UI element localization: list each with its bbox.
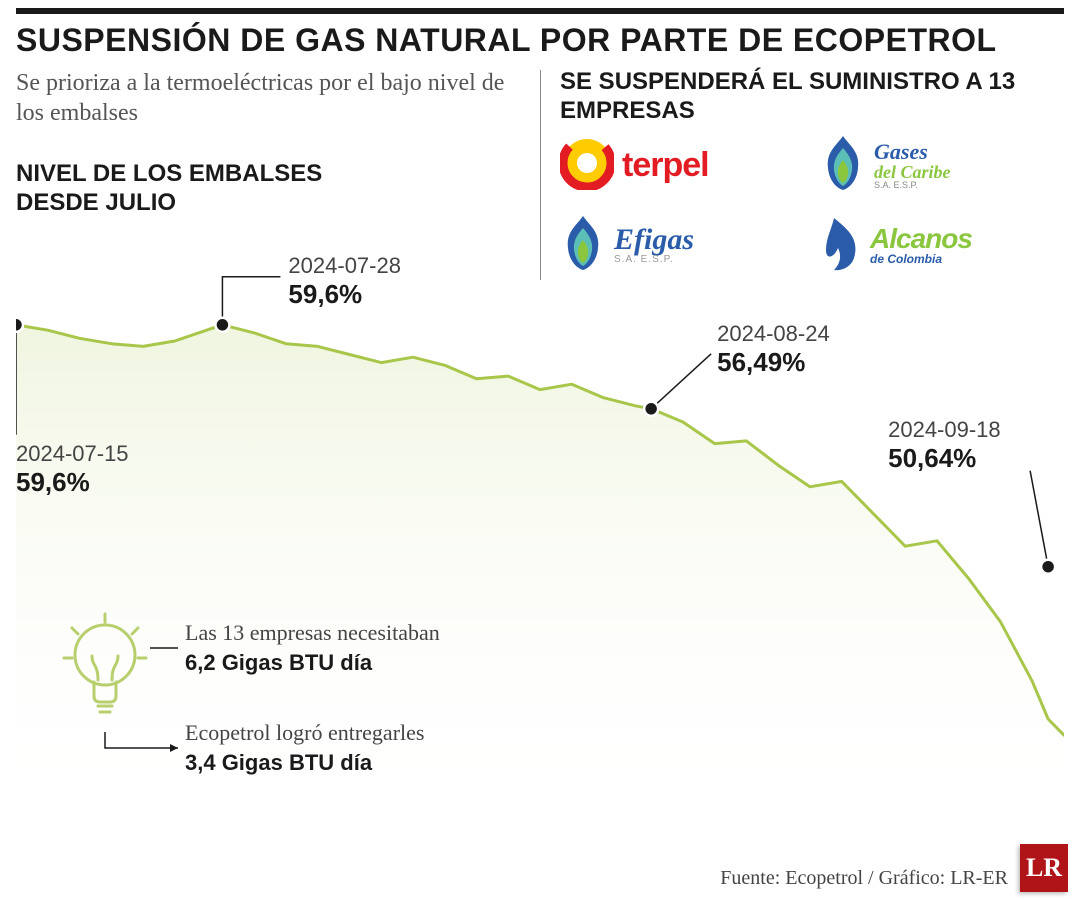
chart-heading: NIVEL DE LOS EMBALSES DESDE JULIO (16, 160, 376, 218)
annotation-date: 2024-09-18 (888, 417, 1001, 443)
callout-delivered-value: 3,4 Gigas BTU día (185, 750, 372, 775)
annotation-date: 2024-08-24 (717, 321, 830, 347)
chart-annotation: 2024-07-15 59,6% (16, 441, 129, 498)
logo-terpel: terpel (560, 130, 800, 200)
terpel-icon (560, 136, 614, 195)
lightbulb-icon (60, 610, 150, 735)
gases-label-2: del Caribe (874, 163, 951, 181)
lr-badge: LR (1020, 844, 1068, 892)
callout-delivered: Ecopetrol logró entregarles 3,4 Gigas BT… (185, 718, 605, 777)
page-title: SUSPENSIÓN DE GAS NATURAL POR PARTE DE E… (16, 22, 1064, 59)
chart-annotation: 2024-09-18 50,64% (888, 417, 1001, 474)
top-rule (16, 8, 1064, 14)
logo-gases-del-caribe: Gases del Caribe S.A. E.S.P. (820, 130, 1060, 200)
chart-annotation: 2024-07-28 59,6% (288, 253, 401, 310)
alcanos-label: Alcanos (870, 225, 972, 253)
annotation-value: 50,64% (888, 443, 1001, 474)
callout-need-value: 6,2 Gigas BTU día (185, 650, 372, 675)
chart-annotation: 2024-08-24 56,49% (717, 321, 830, 378)
right-heading: SE SUSPENDERÁ EL SUMINISTRO A 13 EMPRESA… (560, 68, 1060, 126)
vertical-divider (540, 70, 541, 280)
source-credit: Fuente: Ecopetrol / Gráfico: LR-ER (720, 867, 1008, 890)
annotation-value: 59,6% (16, 467, 129, 498)
flame-icon (820, 134, 866, 197)
subtitle-left: Se prioriza a la termoeléctricas por el … (16, 68, 516, 128)
annotation-date: 2024-07-15 (16, 441, 129, 467)
terpel-label: terpel (622, 148, 709, 182)
callout-delivered-text: Ecopetrol logró entregarles (185, 720, 424, 745)
annotation-date: 2024-07-28 (288, 253, 401, 279)
annotation-value: 59,6% (288, 279, 401, 310)
callout-need: Las 13 empresas necesitaban 6,2 Gigas BT… (185, 618, 605, 677)
gases-sub: S.A. E.S.P. (874, 181, 951, 190)
annotation-value: 56,49% (717, 347, 830, 378)
callout-need-text: Las 13 empresas necesitaban (185, 620, 440, 645)
gases-label-1: Gases (874, 141, 951, 163)
